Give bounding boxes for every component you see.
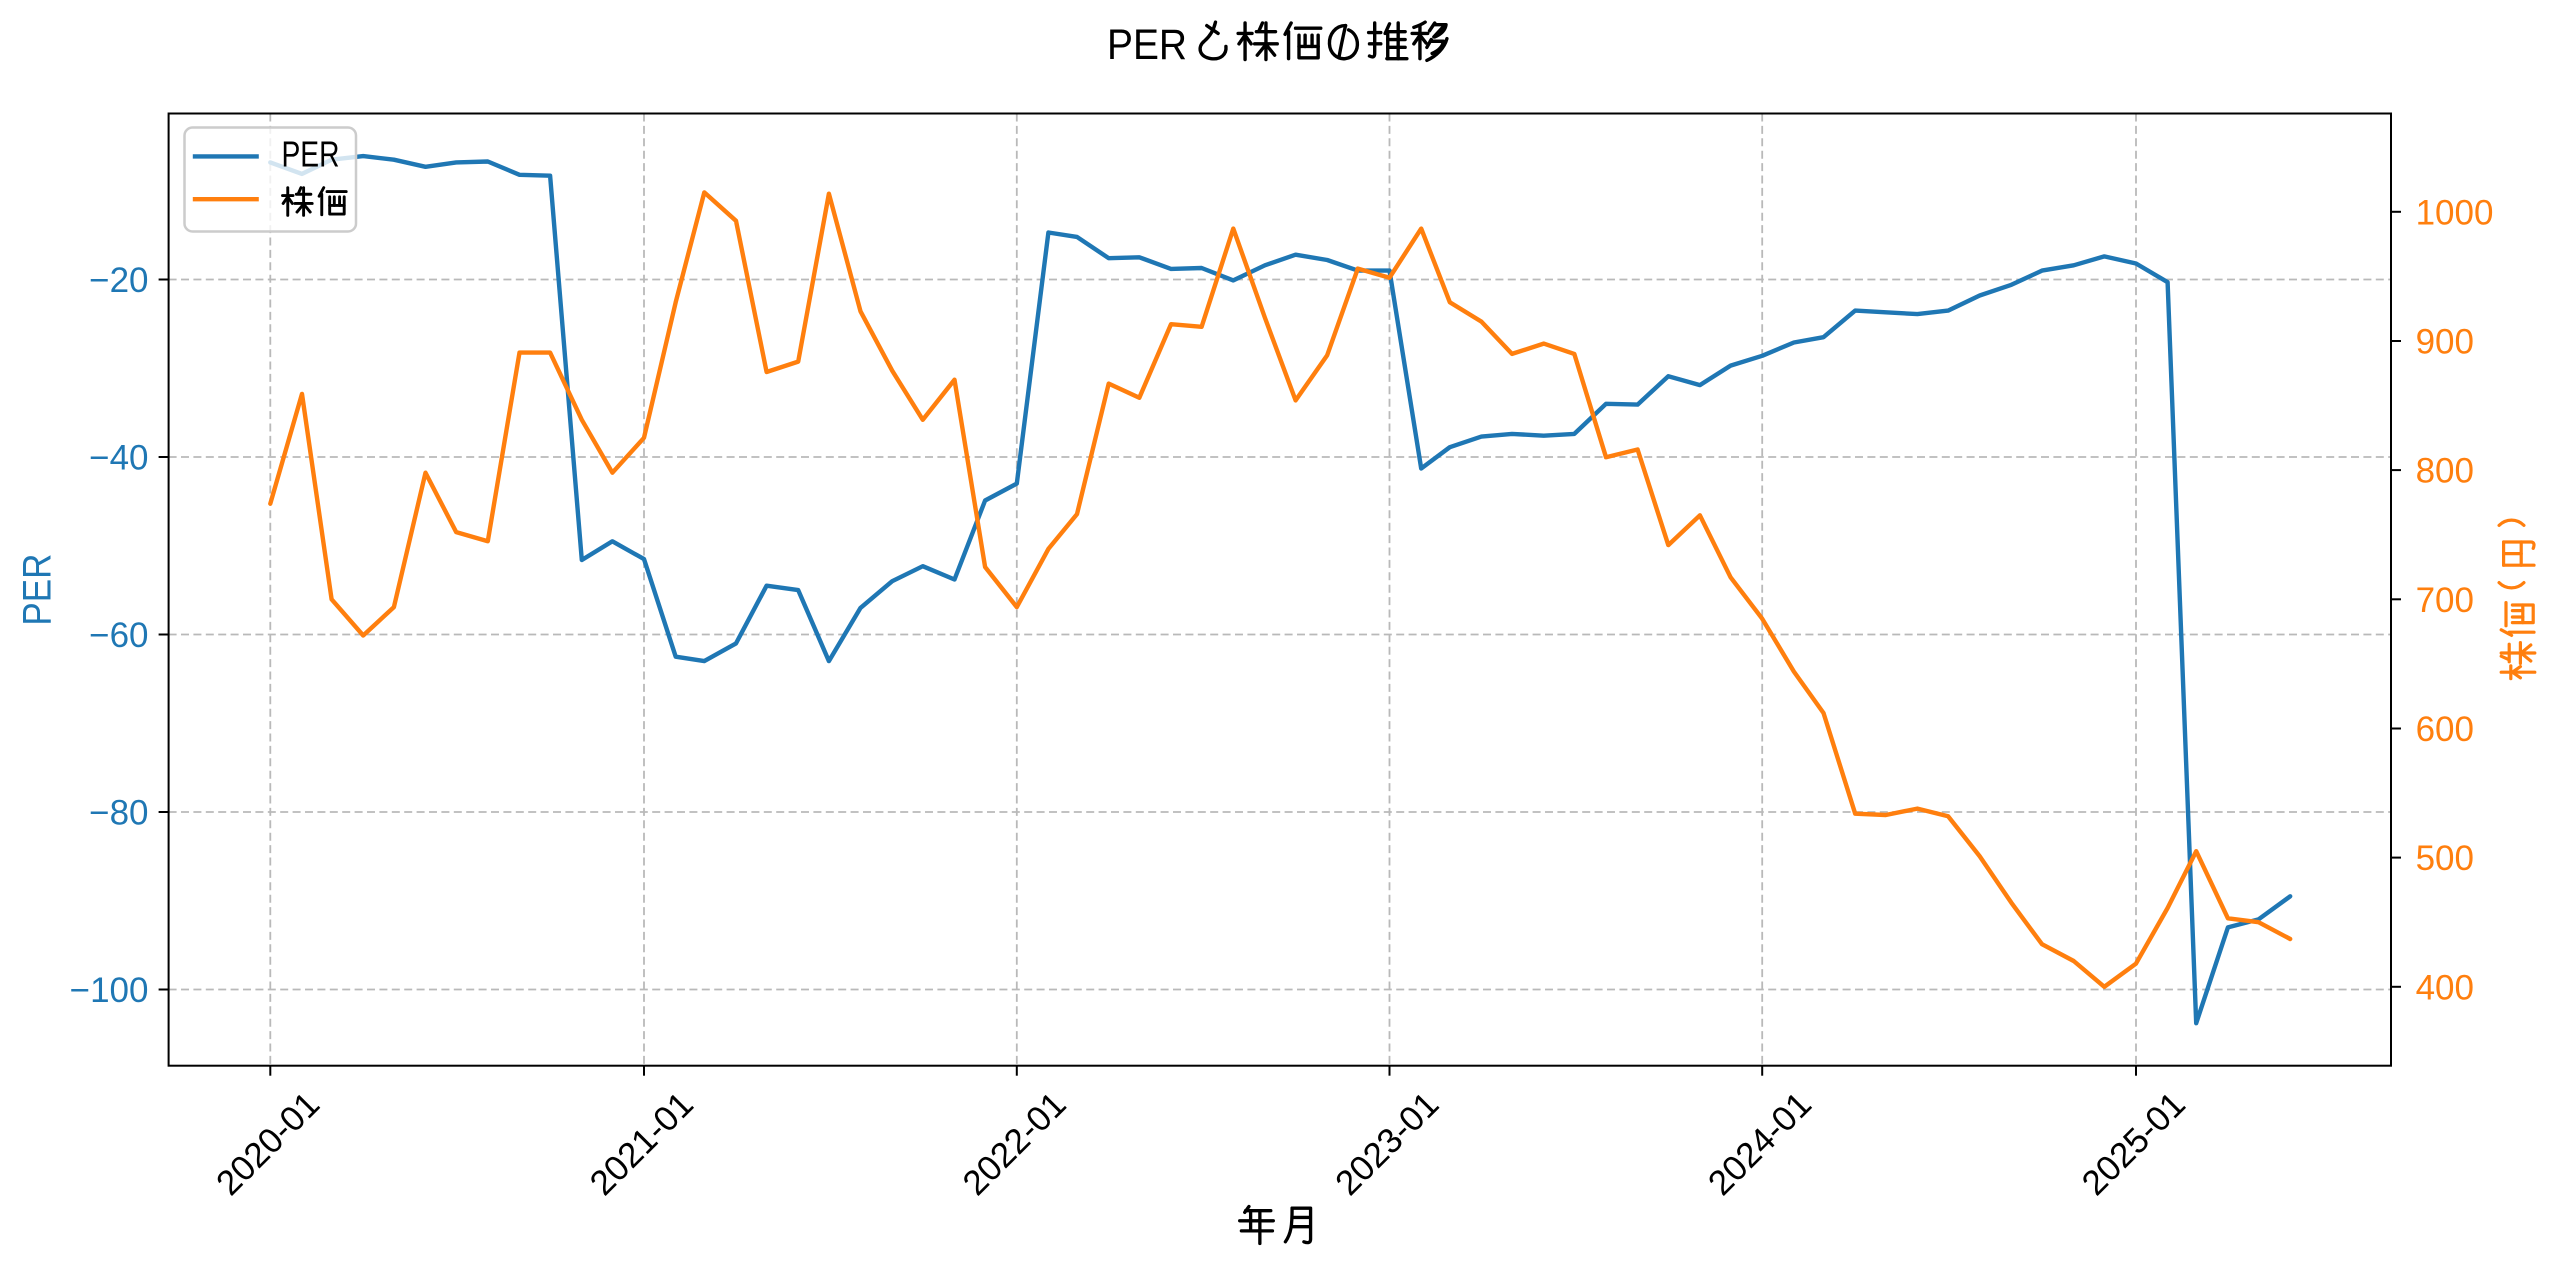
svg-text:−60: −60: [89, 616, 148, 655]
svg-text:900: 900: [2416, 323, 2474, 362]
svg-text:500: 500: [2416, 839, 2474, 878]
svg-text:−100: −100: [70, 971, 149, 1010]
svg-text:PER: PER: [282, 134, 340, 175]
svg-text:800: 800: [2416, 452, 2474, 491]
svg-text:−80: −80: [89, 794, 148, 833]
svg-text:600: 600: [2416, 710, 2474, 749]
svg-text:PER: PER: [16, 554, 60, 626]
svg-text:700: 700: [2416, 581, 2474, 620]
svg-text:400: 400: [2416, 968, 2474, 1007]
svg-text:−20: −20: [89, 261, 148, 300]
svg-text:1000: 1000: [2416, 193, 2494, 232]
svg-text:PER: PER: [1107, 21, 1187, 69]
svg-text:−40: −40: [89, 439, 148, 478]
